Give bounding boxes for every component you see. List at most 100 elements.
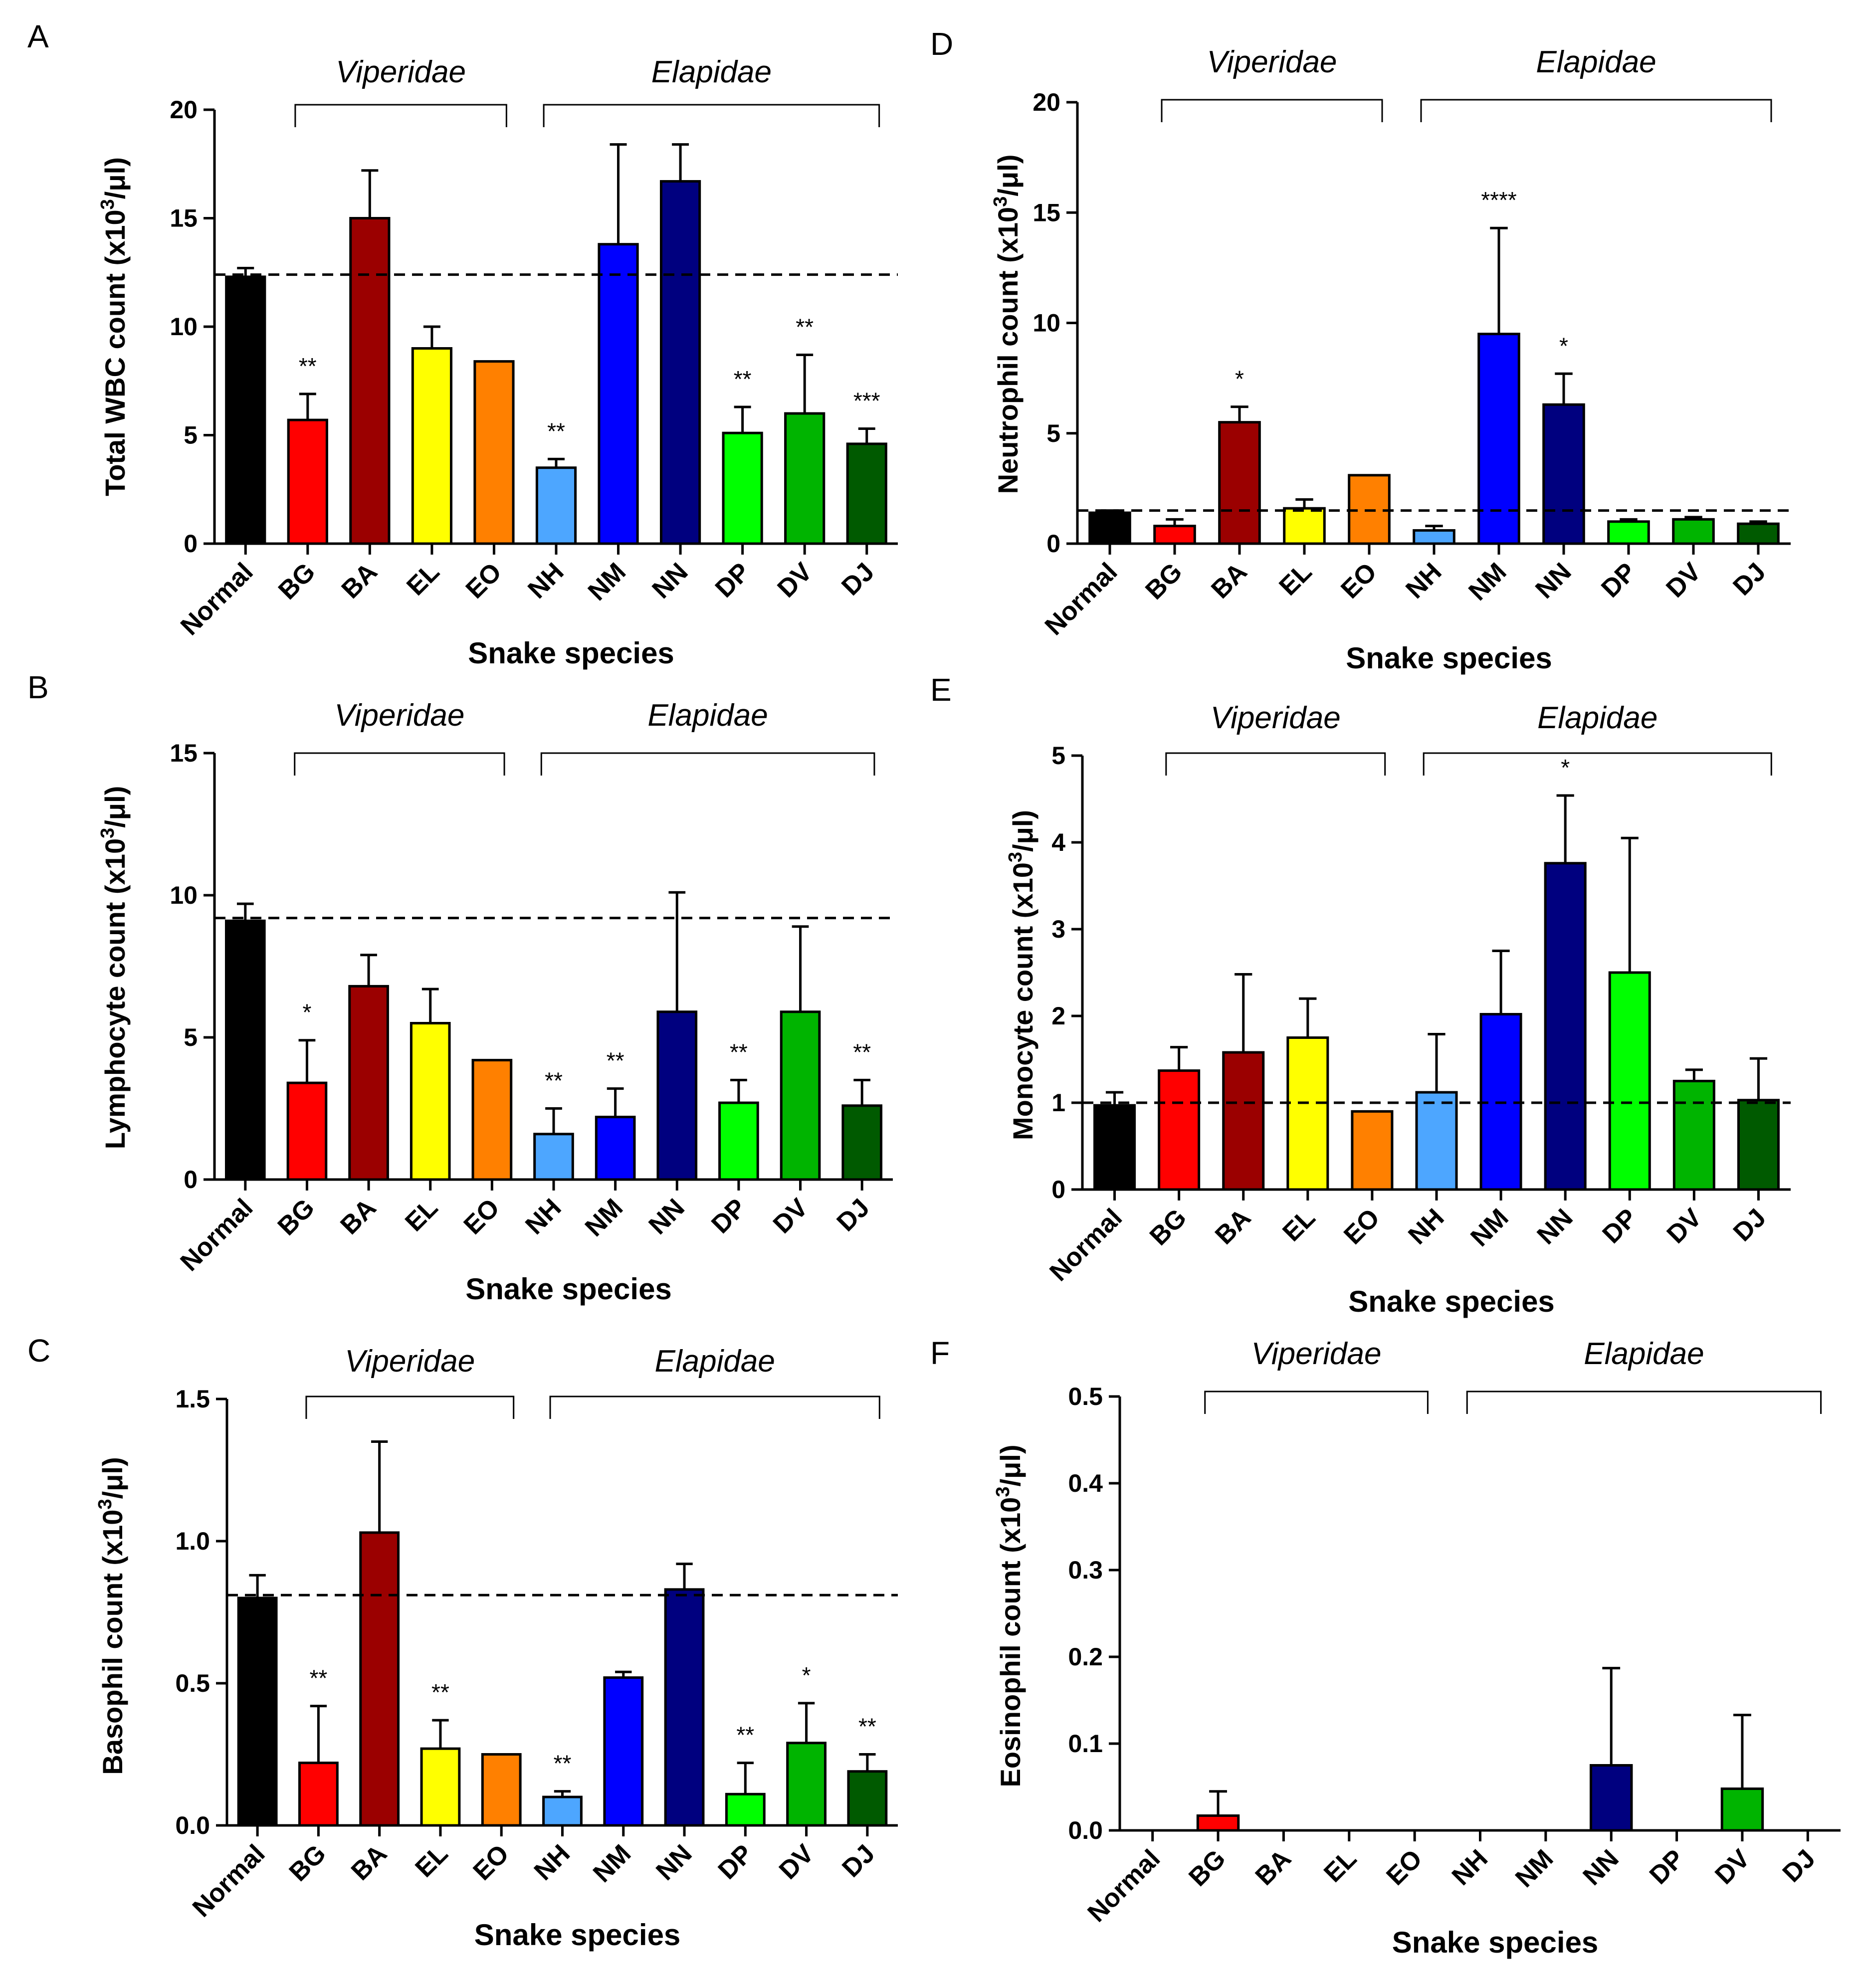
- x-tick-label: NM: [588, 1839, 636, 1888]
- y-tick-label: 0.2: [1068, 1643, 1103, 1671]
- panel-letter: B: [27, 669, 49, 705]
- x-tick-label: NN: [650, 1839, 697, 1886]
- x-tick-label: DJ: [836, 557, 880, 601]
- bar-NN: [1544, 862, 1587, 1191]
- family-label: Viperidae: [1207, 45, 1337, 79]
- y-tick-label: 1.0: [175, 1527, 210, 1555]
- x-tick-label: DP: [706, 1193, 752, 1239]
- y-axis-title: Neutrophil count (x103/μl): [990, 155, 1024, 494]
- panel-A: A 0 5 10 15 20 Viperidae Elapidae Normal ** BG BA EL…: [27, 18, 898, 670]
- x-tick-label: NM: [1510, 1844, 1559, 1893]
- bar-Normal: [225, 275, 266, 545]
- x-tick-label: NM: [580, 1193, 628, 1242]
- y-tick-label: 4: [1051, 828, 1065, 856]
- significance-marker: **: [734, 366, 752, 392]
- y-tick-label: 15: [1033, 199, 1060, 226]
- x-tick-label: BG: [273, 557, 321, 605]
- bar-DV: [786, 1742, 827, 1827]
- bar-BA: [349, 217, 391, 545]
- significance-marker: *: [303, 999, 312, 1025]
- y-tick-label: 0.5: [1068, 1383, 1103, 1410]
- y-axis-title-prefix: Basophil count (x10: [97, 1510, 128, 1775]
- significance-marker: **: [554, 1751, 572, 1777]
- y-tick-label: 10: [170, 313, 198, 341]
- family-label: Viperidae: [1211, 701, 1341, 735]
- family-bracket: [1204, 1391, 1429, 1414]
- bar-DV: [1672, 518, 1715, 545]
- y-axis-title-sup: 3: [990, 197, 1011, 207]
- bar-DJ: [1737, 522, 1780, 545]
- x-tick-label: NH: [529, 1839, 576, 1886]
- bar-DJ: [847, 1770, 888, 1827]
- y-tick-label: 2: [1051, 1002, 1065, 1030]
- family-bracket: [305, 1395, 515, 1419]
- bar-Normal: [1093, 1104, 1136, 1191]
- y-tick-label: 10: [170, 881, 198, 909]
- bar-DJ: [1737, 1099, 1780, 1191]
- significance-marker: **: [796, 314, 814, 340]
- x-tick-label: NM: [583, 557, 631, 606]
- x-axis-title: Snake species: [474, 1918, 681, 1952]
- panel-letter: F: [930, 1335, 950, 1371]
- x-axis-title: Snake species: [1392, 1926, 1599, 1959]
- y-tick-label: 0: [184, 1166, 198, 1193]
- bar-EO: [481, 1753, 522, 1827]
- x-tick-label: EO: [1335, 557, 1382, 604]
- significance-marker: **: [547, 418, 565, 444]
- x-tick-label: DV: [768, 1193, 814, 1239]
- family-bracket: [540, 752, 875, 776]
- bar-DP: [718, 1101, 759, 1181]
- bar-BA: [1222, 1051, 1265, 1191]
- x-tick-label: NH: [1400, 557, 1447, 604]
- panel-letter: C: [27, 1333, 50, 1369]
- family-bracket: [1423, 752, 1772, 776]
- bar-NN: [664, 1588, 705, 1827]
- y-axis-title-prefix: Eosinophil count (x10: [995, 1497, 1026, 1788]
- x-tick-label: BG: [272, 1193, 320, 1241]
- y-tick-label: 1.5: [175, 1385, 210, 1413]
- bar-DV: [1720, 1787, 1764, 1832]
- family-bracket: [543, 104, 880, 127]
- bar-DV: [780, 1010, 821, 1181]
- bar-BA: [1218, 421, 1261, 545]
- bar-NH: [1413, 529, 1455, 545]
- bar-Normal: [1088, 511, 1131, 545]
- x-tick-label: Normal: [1039, 557, 1123, 641]
- bar-NH: [535, 466, 577, 545]
- y-tick-label: 20: [170, 96, 198, 124]
- x-axis-title: Snake species: [1346, 641, 1552, 675]
- x-tick-label: EL: [1277, 1203, 1321, 1247]
- family-bracket: [549, 1395, 880, 1419]
- bar-EO: [471, 1059, 513, 1181]
- bar-NN: [1542, 403, 1585, 545]
- x-tick-label: DP: [1596, 557, 1642, 603]
- bar-NM: [595, 1116, 636, 1181]
- bar-NH: [533, 1133, 574, 1181]
- significance-marker: **: [607, 1048, 624, 1074]
- y-tick-label: 0: [1046, 530, 1060, 558]
- bar-BA: [359, 1531, 400, 1827]
- y-tick-label: 15: [170, 204, 198, 232]
- panel-letter: E: [930, 672, 952, 708]
- family-bracket: [294, 104, 507, 127]
- family-bracket: [1420, 99, 1772, 122]
- bar-Normal: [237, 1596, 278, 1827]
- significance-marker: **: [545, 1068, 563, 1094]
- family-label: Elapidae: [1584, 1337, 1704, 1371]
- bar-DV: [1672, 1080, 1715, 1191]
- y-tick-label: 0: [184, 530, 198, 558]
- panel-letter: D: [930, 26, 953, 62]
- y-tick-label: 3: [1051, 915, 1065, 943]
- x-tick-label: DV: [1660, 557, 1706, 603]
- significance-marker: ****: [1481, 187, 1517, 213]
- bar-NM: [1477, 333, 1520, 545]
- bar-NH: [542, 1795, 583, 1827]
- y-tick-label: 10: [1033, 309, 1060, 337]
- y-axis-title-prefix: Lymphocyte count (x10: [99, 838, 131, 1149]
- x-tick-label: BA: [336, 557, 383, 604]
- x-tick-label: DV: [1709, 1844, 1755, 1890]
- bar-EL: [420, 1747, 461, 1827]
- x-tick-label: BG: [1183, 1844, 1231, 1892]
- x-tick-label: DP: [1644, 1844, 1690, 1890]
- bar-DJ: [846, 442, 887, 545]
